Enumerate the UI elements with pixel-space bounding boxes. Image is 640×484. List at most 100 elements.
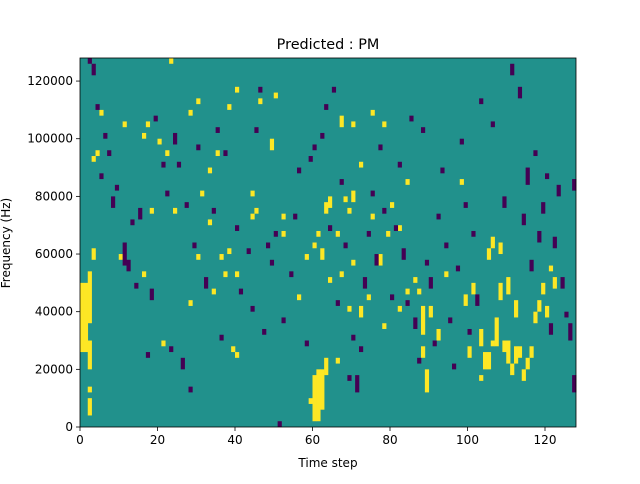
heatmap-cell-high <box>537 300 542 312</box>
heatmap-cell-low <box>204 277 209 289</box>
heatmap-cell-low <box>277 421 282 427</box>
heatmap-cell-high <box>122 121 127 128</box>
x-tick-label: 120 <box>534 433 557 447</box>
heatmap-cell-high <box>444 271 449 278</box>
heatmap-cell-high <box>328 196 333 208</box>
heatmap-cell-high <box>87 398 92 416</box>
heatmap-cell-low <box>223 150 228 157</box>
heatmap-cell-high <box>142 132 147 139</box>
heatmap-cell-low <box>572 375 577 393</box>
heatmap-cell-low <box>335 300 340 306</box>
heatmap-cell-high <box>149 207 154 214</box>
heatmap-cell-high <box>207 219 213 226</box>
heatmap-cell-low <box>413 317 418 329</box>
heatmap-cells <box>80 58 577 427</box>
heatmap-cell-low <box>572 179 577 191</box>
heatmap-cell-high <box>370 109 375 116</box>
heatmap-cell-high <box>200 190 205 197</box>
heatmap-cell-low <box>145 352 151 358</box>
heatmap-cell-high <box>273 92 278 99</box>
heatmap-cell-low <box>130 219 135 226</box>
heatmap-cell-high <box>297 294 302 301</box>
heatmap-cell-low <box>440 167 445 174</box>
heatmap-cell-low <box>114 184 120 191</box>
heatmap-cell-low <box>347 375 352 381</box>
y-axis-label: Frequency (Hz) <box>0 198 13 289</box>
heatmap-cell-high <box>436 328 441 341</box>
heatmap-cell-low <box>490 121 495 128</box>
heatmap-cell-low <box>517 86 523 99</box>
heatmap-cell-high <box>479 375 484 381</box>
heatmap-cell-low <box>533 150 538 157</box>
heatmap-cell-high <box>421 346 426 358</box>
heatmap-cell-low <box>215 127 220 133</box>
heatmap-cell-high <box>359 161 364 168</box>
heatmap-cell-high <box>483 352 488 370</box>
heatmap-cell-low <box>548 323 554 335</box>
x-tick-label: 0 <box>76 433 84 447</box>
heatmap-cell-high <box>386 230 391 237</box>
heatmap-cell-high <box>95 150 100 157</box>
heatmap-cell-low <box>149 288 154 301</box>
heatmap-cell-low <box>269 259 275 266</box>
heatmap-cell-low <box>525 167 530 185</box>
heatmap-cell-low <box>428 277 433 289</box>
heatmap-cell-high <box>269 138 275 151</box>
heatmap-cell-high <box>91 156 96 162</box>
heatmap-cell-high <box>161 340 166 347</box>
heatmap-cell-high <box>227 248 232 255</box>
heatmap-cell-high <box>188 300 193 306</box>
heatmap-cell-low <box>432 340 437 347</box>
heatmap-cell-high <box>188 109 193 116</box>
heatmap-cell-high <box>223 271 228 278</box>
heatmap-cell-high <box>347 305 352 312</box>
heatmap-cell-low <box>304 340 309 347</box>
heatmap-cell-high <box>343 196 348 203</box>
heatmap-cell-low <box>541 202 546 214</box>
heatmap-cell-low <box>312 144 317 151</box>
heatmap-cell-high <box>87 340 92 370</box>
heatmap-cell-high <box>250 213 255 220</box>
heatmap-cell-high <box>312 242 317 249</box>
heatmap-cell-low <box>192 242 197 249</box>
heatmap-cell-low <box>176 161 182 168</box>
y-tick-label: 80000 <box>35 189 73 203</box>
heatmap-cell-low <box>281 317 286 324</box>
heatmap-cell-low <box>424 259 430 266</box>
heatmap-cell-high <box>498 282 503 301</box>
heatmap-cell-low <box>91 63 96 76</box>
heatmap-cell-high <box>165 150 170 157</box>
heatmap-cell-high <box>533 311 538 324</box>
heatmap-cell-low <box>258 86 263 93</box>
heatmap-cell-high <box>335 230 340 237</box>
heatmap-cell-low <box>331 86 337 93</box>
heatmap-cell-low <box>266 242 271 249</box>
heatmap-cell-low <box>339 179 344 185</box>
y-tick-label: 100000 <box>27 132 73 146</box>
heatmap-cell-high <box>347 207 352 214</box>
heatmap-cell-low <box>111 196 116 208</box>
heatmap-cell-high <box>80 282 85 353</box>
heatmap-cell-high <box>529 346 534 358</box>
x-axis-label: Time step <box>297 456 357 470</box>
heatmap-cell-high <box>545 305 550 318</box>
heatmap-cell-low <box>378 144 383 151</box>
x-tick-label: 100 <box>456 433 479 447</box>
x-tick-label: 40 <box>227 433 242 447</box>
heatmap-cell-high <box>339 115 344 128</box>
heatmap-cell-high <box>316 230 321 237</box>
heatmap-cell-high <box>235 271 240 278</box>
heatmap-cell-high <box>359 305 364 318</box>
heatmap-cell-low <box>343 242 348 249</box>
heatmap-cell-low <box>390 294 395 301</box>
heatmap-cell-low <box>273 230 278 237</box>
heatmap-cell-high <box>366 294 371 301</box>
y-axis-ticks: 0 20000 40000 60000 80000 100000 120000 <box>27 74 80 434</box>
heatmap-cell-high <box>235 352 240 358</box>
heatmap-cell-low <box>95 104 100 110</box>
heatmap-cell-low <box>359 346 364 353</box>
heatmap-cell-high <box>335 357 340 364</box>
heatmap-cell-high <box>525 357 530 370</box>
